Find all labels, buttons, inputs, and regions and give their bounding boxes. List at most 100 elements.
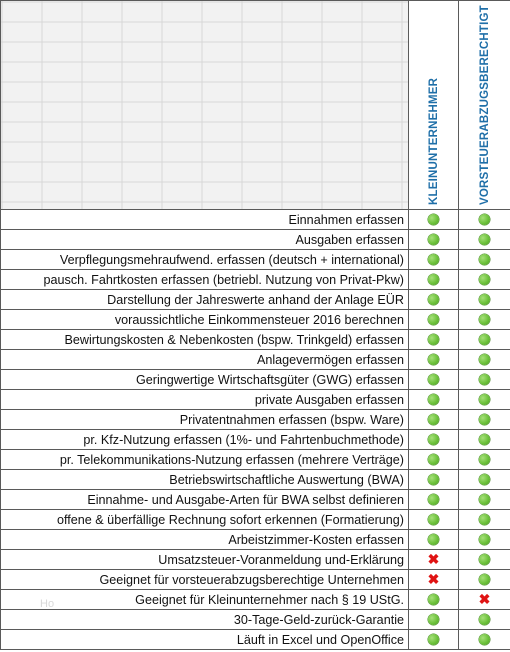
vorsteuer-mark bbox=[458, 369, 510, 390]
kleinunternehmer-mark bbox=[408, 409, 459, 430]
green-dot-icon bbox=[479, 493, 490, 505]
feature-label: Anlagevermögen erfassen bbox=[0, 349, 409, 370]
green-dot-icon bbox=[428, 293, 439, 305]
kleinunternehmer-mark bbox=[408, 209, 459, 230]
feature-label: Einnahmen erfassen bbox=[0, 209, 409, 230]
red-cross-icon: ✖ bbox=[478, 591, 491, 607]
green-dot-icon bbox=[428, 533, 439, 545]
feature-label: Geeignet für Kleinunternehmer nach § 19 … bbox=[0, 589, 409, 610]
green-dot-icon bbox=[479, 353, 490, 365]
green-dot-icon bbox=[428, 313, 439, 325]
feature-label: Ausgaben erfassen bbox=[0, 229, 409, 250]
green-dot-icon bbox=[479, 393, 490, 405]
vorsteuer-mark bbox=[458, 289, 510, 310]
vorsteuer-mark bbox=[458, 509, 510, 530]
table-row: voraussichtliche Einkommensteuer 2016 be… bbox=[0, 309, 510, 330]
table-row: Einnahmen erfassen bbox=[0, 209, 510, 230]
green-dot-icon bbox=[479, 553, 490, 565]
green-dot-icon bbox=[428, 373, 439, 385]
kleinunternehmer-mark bbox=[408, 309, 459, 330]
faint-watermark: Ho bbox=[40, 598, 55, 610]
vorsteuer-mark bbox=[458, 429, 510, 450]
feature-label: Darstellung der Jahreswerte anhand der A… bbox=[0, 289, 409, 310]
green-dot-icon bbox=[479, 573, 490, 585]
table-row: Geeignet für vorsteuerabzugsberechtige U… bbox=[0, 569, 510, 590]
table-row: Darstellung der Jahreswerte anhand der A… bbox=[0, 289, 510, 310]
table-row: Arbeistzimmer-Kosten erfassen bbox=[0, 529, 510, 550]
green-dot-icon bbox=[428, 333, 439, 345]
table-row: Einnahme- und Ausgabe-Arten für BWA selb… bbox=[0, 489, 510, 510]
column-label-vorsteuerabzugsberechtigt: VORSTEUERABZUGSBERECHTIGT bbox=[478, 5, 491, 205]
kleinunternehmer-mark bbox=[408, 249, 459, 270]
feature-label: pr. Kfz-Nutzung erfassen (1%- und Fahrte… bbox=[0, 429, 409, 450]
green-dot-icon bbox=[428, 353, 439, 365]
green-dot-icon bbox=[479, 413, 490, 425]
kleinunternehmer-mark bbox=[408, 609, 459, 630]
green-dot-icon bbox=[428, 413, 439, 425]
kleinunternehmer-mark bbox=[408, 289, 459, 310]
green-dot-icon bbox=[479, 513, 490, 525]
green-dot-icon bbox=[428, 513, 439, 525]
kleinunternehmer-mark bbox=[408, 469, 459, 490]
kleinunternehmer-mark bbox=[408, 509, 459, 530]
vorsteuer-mark bbox=[458, 569, 510, 590]
green-dot-icon bbox=[428, 273, 439, 285]
green-dot-icon bbox=[479, 533, 490, 545]
table-row: Ausgaben erfassen bbox=[0, 229, 510, 250]
green-dot-icon bbox=[428, 233, 439, 245]
vorsteuer-mark bbox=[458, 549, 510, 570]
vorsteuer-mark bbox=[458, 249, 510, 270]
column-header-vorsteuerabzugsberechtigt: VORSTEUERABZUGSBERECHTIGT bbox=[458, 0, 510, 210]
kleinunternehmer-mark: ✖ bbox=[408, 569, 459, 590]
feature-label: Läuft in Excel und OpenOffice bbox=[0, 629, 409, 650]
column-label-kleinunternehmer: KLEINUNTERNEHMER bbox=[427, 77, 440, 205]
table-row: pr. Kfz-Nutzung erfassen (1%- und Fahrte… bbox=[0, 429, 510, 450]
kleinunternehmer-mark bbox=[408, 329, 459, 350]
vorsteuer-mark bbox=[458, 209, 510, 230]
table-row: 30-Tage-Geld-zurück-Garantie bbox=[0, 609, 510, 630]
vorsteuer-mark bbox=[458, 409, 510, 430]
kleinunternehmer-mark: ✖ bbox=[408, 549, 459, 570]
table-row: Privatentnahmen erfassen (bspw. Ware) bbox=[0, 409, 510, 430]
feature-label: private Ausgaben erfassen bbox=[0, 389, 409, 410]
green-dot-icon bbox=[479, 433, 490, 445]
kleinunternehmer-mark bbox=[408, 269, 459, 290]
green-dot-icon bbox=[428, 613, 439, 625]
table-row: Betriebswirtschaftliche Auswertung (BWA) bbox=[0, 469, 510, 490]
feature-label: Betriebswirtschaftliche Auswertung (BWA) bbox=[0, 469, 409, 490]
kleinunternehmer-mark bbox=[408, 429, 459, 450]
green-dot-icon bbox=[479, 313, 490, 325]
header-row: KLEINUNTERNEHMER VORSTEUERABZUGSBERECHTI… bbox=[0, 0, 510, 210]
red-cross-icon: ✖ bbox=[427, 551, 440, 567]
kleinunternehmer-mark bbox=[408, 229, 459, 250]
table-row: Läuft in Excel und OpenOffice bbox=[0, 629, 510, 650]
table-row: Geeignet für Kleinunternehmer nach § 19 … bbox=[0, 589, 510, 610]
table-row: Anlagevermögen erfassen bbox=[0, 349, 510, 370]
green-dot-icon bbox=[428, 213, 439, 225]
header-empty-cell bbox=[0, 0, 409, 210]
kleinunternehmer-mark bbox=[408, 449, 459, 470]
red-cross-icon: ✖ bbox=[427, 571, 440, 587]
vorsteuer-mark bbox=[458, 629, 510, 650]
feature-label: pr. Telekommunikations-Nutzung erfassen … bbox=[0, 449, 409, 470]
green-dot-icon bbox=[479, 253, 490, 265]
green-dot-icon bbox=[428, 633, 439, 645]
feature-label: 30-Tage-Geld-zurück-Garantie bbox=[0, 609, 409, 630]
table-row: private Ausgaben erfassen bbox=[0, 389, 510, 410]
green-dot-icon bbox=[428, 253, 439, 265]
kleinunternehmer-mark bbox=[408, 369, 459, 390]
green-dot-icon bbox=[479, 333, 490, 345]
vorsteuer-mark bbox=[458, 529, 510, 550]
kleinunternehmer-mark bbox=[408, 529, 459, 550]
feature-label: offene & überfällige Rechnung sofort erk… bbox=[0, 509, 409, 530]
table-row: Bewirtungskosten & Nebenkosten (bspw. Tr… bbox=[0, 329, 510, 350]
kleinunternehmer-mark bbox=[408, 349, 459, 370]
table-row: Geringwertige Wirtschaftsgüter (GWG) erf… bbox=[0, 369, 510, 390]
green-dot-icon bbox=[479, 453, 490, 465]
green-dot-icon bbox=[479, 233, 490, 245]
green-dot-icon bbox=[479, 293, 490, 305]
vorsteuer-mark bbox=[458, 349, 510, 370]
vorsteuer-mark bbox=[458, 269, 510, 290]
